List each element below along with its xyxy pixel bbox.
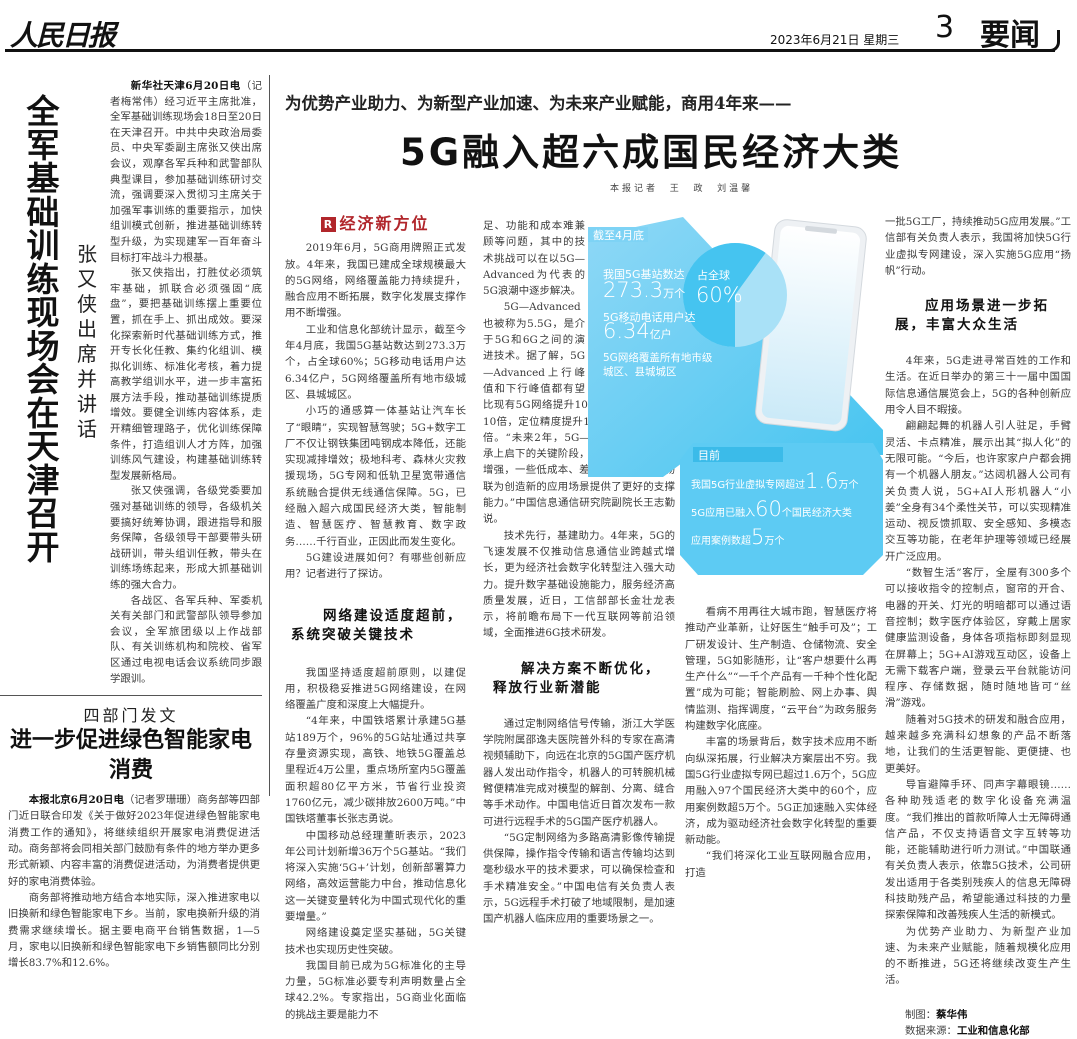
paragraph: 导盲避障手环、同声字幕眼镜……各种助残适老的数字化设备充满温度。“我们推出的首款…: [885, 778, 1071, 922]
main-story-headline: 5G融入超六成国民经济大类: [400, 131, 903, 174]
credits: 制图：蔡华伟 数据来源：工业和信息化部: [905, 1008, 1030, 1037]
main-column-1: R 经济新方位 2019年6月，5G商用牌照正式发放。4年来，我国已建成全球规模最…: [285, 215, 466, 1023]
stat-value: 273.3万个: [603, 278, 686, 302]
masthead-rule: [5, 49, 1055, 52]
paragraph: “数智生活”客厅，全屋有300多个可以接收指令的控制点，窗帘的开合、电器的开关、…: [885, 567, 1071, 710]
subhead: 应用场景进一步拓 展，丰富大众生活: [895, 298, 1049, 334]
paragraph: 我国坚持适度超前原则，以建促用，积极稳妥推进5G网络建设，在网络覆盖广度和深度上…: [285, 666, 466, 712]
paragraph: “5G定制网络为多路高清影像传输提供保障，操作指令传输和语言传输均达到毫秒级水平…: [483, 831, 675, 926]
paragraph: 工业和信息化部统计显示，截至今年4月底，我国5G基站数达到273.3万个，占全球…: [285, 323, 466, 401]
left-story-body: 新华社天津6月20日电（记者梅常伟）经习近平主席批准，全军基础训练现场会18日至…: [110, 79, 262, 687]
section-r-icon: R: [321, 217, 337, 232]
paragraph: 随着对5G技术的研发和融合应用，越来越多充满科幻想象的产品不断落地，让我们的生活…: [885, 713, 1071, 775]
bottom-story-body: 本报北京6月20日电（记者罗珊珊）商务部等四部门近日联合印发《关于做好2023年…: [8, 792, 260, 971]
stat-value: 6.34亿户: [603, 319, 672, 343]
current-stat-1: 我国5G行业虚拟专网超过1.6万个: [691, 469, 859, 493]
paragraph: 张又侠强调，各级党委要加强对基础训练的领导，各级机关要搞好统筹协调，跟进指导和服…: [110, 485, 262, 591]
pie-slice-60-percent: [683, 243, 766, 347]
infographic-graphics: [588, 217, 883, 575]
stat-text: 城区、县城城区: [603, 366, 677, 378]
newspaper-logo: 人民日报: [10, 19, 116, 52]
column-divider: [269, 75, 270, 796]
main-column-3: 看病不用再往大城市跑，智慧医疗将推动产业革新，让好医生“触手可及”；工厂研发设计…: [685, 604, 877, 881]
paragraph: 本报北京6月20日电（记者罗珊珊）商务部等四部门近日联合印发《关于做好2023年…: [8, 794, 260, 888]
paragraph: “4年来，中国铁塔累计承建5G基站189万个，96%的5G站址通过共享存量资源实…: [285, 715, 466, 826]
story-divider: [0, 695, 262, 697]
paragraph: 看病不用再往大城市跑，智慧医疗将推动产业革新，让好医生“触手可及”；工厂研发设计…: [685, 606, 877, 733]
page-number: 3: [935, 10, 955, 45]
current-stat-2: 5G应用已融入60个国民经济大类: [691, 497, 852, 521]
masthead-rule-corner: [1040, 30, 1060, 52]
pie-value: 60%: [696, 283, 743, 307]
page-section-name: 要闻: [980, 18, 1040, 53]
left-column-flow: 新华社天津6月20日电（记者梅常伟）经习近平主席批准，全军基础训练现场会18日至…: [0, 79, 262, 971]
left-story-headline: 全军基础训练现场会在天津召开: [26, 92, 60, 567]
current-stat-3: 应用案例数超5万个: [691, 525, 785, 549]
paragraph: 为优势产业助力、为新型产业加速、为未来产业赋能，随着规模化应用的不断推进，5G还…: [885, 925, 1071, 987]
paragraph: 我国目前已成为5G标准化的主导力量，5G标准必要专利声明数量占全球42.2%。专…: [285, 959, 466, 1021]
tab-1-label: 截至4月底: [593, 229, 644, 242]
pie-label: 占全球: [697, 269, 730, 282]
paragraph: 4年来，5G走进寻常百姓的工作和生活。在近日举办的第三十一届中国国际信息通信展览…: [885, 355, 1071, 417]
main-story-kicker: 为优势产业助力、为新型产业加速、为未来产业赋能，商用4年来——: [285, 94, 792, 113]
stat-label: 我国5G基站数达: [603, 268, 685, 281]
phone-icon: [755, 219, 867, 432]
main-column-4: 一批5G工厂，持续推动5G应用发展。”工信部有关负责人表示，我国将加快5G行业虚…: [885, 214, 1071, 1039]
subhead: 解决方案不断优化， 释放行业新潜能: [493, 660, 661, 696]
paragraph: 翩翩起舞的机器人引人驻足，手臂灵活、卡点精准，展示出其“拟人化”的无限可能。“今…: [885, 420, 1071, 563]
section-label: R 经济新方位: [285, 215, 466, 232]
paragraph: 通过定制网络信号传输，浙江大学医学院附属邵逸夫医院普外科的专家在高清视频辅助下，…: [483, 717, 675, 828]
paragraph: “我们将深化工业互联网融合应用，打造: [685, 850, 877, 879]
paragraph: 5G建设进展如何？有哪些创新应用？记者进行了探访。: [285, 551, 466, 581]
tab-2-label: 目前: [698, 449, 720, 462]
paragraph: 商务部将推动地方结合本地实际，深入推进家电以旧换新和绿色智能家电下乡。当前，家电…: [8, 891, 260, 970]
paragraph: 技术先行，基建助力。4年来，5G的飞速发展不仅推动信息通信业跨越式增长，更为经济…: [483, 529, 675, 640]
left-story-subtitle: 张又侠出席并讲话: [77, 242, 97, 441]
paragraph: 中国移动总经理董昕表示，2023年公司计划新增36万个5G基站。“我们将深入实施…: [285, 829, 466, 923]
paragraph: 丰富的场景背后，数字技术应用不断向纵深拓展，行业解决方案层出不穷。我国5G行业虚…: [685, 736, 877, 847]
byline: 本报记者 王 政 刘温馨: [610, 184, 754, 194]
paragraph: 各战区、各军兵种、军委机关有关部门和武警部队领导参加会议，全军旅团级以上作战部队…: [110, 594, 262, 685]
tab-1: [588, 227, 648, 242]
bottom-story-kicker: 四部门发文: [83, 706, 179, 726]
infographic: 截至4月底 我国5G基站数达 273.3万个 5G移动电话用户达 6.34亿户 …: [583, 215, 883, 580]
issue-date: 2023年6月21日 星期三: [770, 33, 900, 47]
stat-label: 5G移动电话用户达: [603, 311, 696, 324]
tab-2: [693, 447, 783, 462]
stat-text: 5G网络覆盖所有地市级: [603, 352, 713, 364]
paragraph: 网络建设奠定坚实基础，5G关键技术也实现历史性突破。: [285, 927, 466, 956]
subhead: 网络建设适度超前， 系统突破关键技术: [291, 607, 463, 643]
paragraph: 足、功能和成本难兼顾等问题，其中的技术挑战可以在以5G—Advanced为代表的…: [483, 220, 585, 298]
paragraph: 新华社天津6月20日电（记者梅常伟）经习近平主席批准，全军基础训练现场会18日至…: [110, 80, 262, 264]
bottom-story-headline: 进一步促进绿色智能家电消费: [9, 728, 252, 784]
paragraph: 张又侠指出，打胜仗必须筑牢基础，抓联合必须强固“底盘”，要把基础训练摆上重要位置…: [110, 267, 262, 482]
paragraph: 小巧的通感算一体基站让汽车长了“眼睛”，实现智慧驾驶；5G+数字工厂不仅让钢铁集…: [285, 405, 466, 548]
dateline: 新华社天津6月20日电: [130, 80, 241, 92]
lower-panel: [680, 443, 883, 575]
paragraph: 一批5G工厂，持续推动5G应用发展。”工信部有关负责人表示，我国将加快5G行业虚…: [885, 216, 1071, 277]
paragraph: 2019年6月，5G商用牌照正式发放。4年来，我国已建成全球规模最大的5G网络，…: [285, 242, 466, 320]
